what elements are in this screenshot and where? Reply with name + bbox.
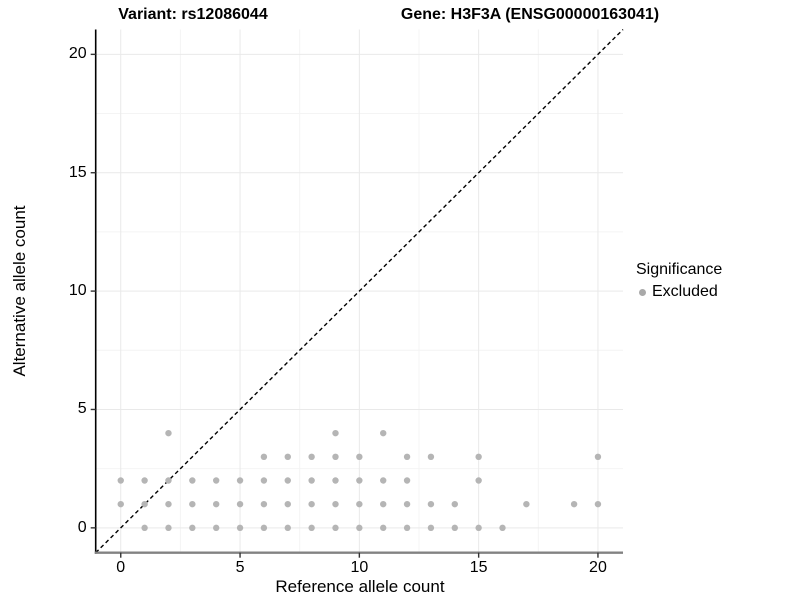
x-tick-label: 15 (469, 558, 488, 576)
plot-title-variant: Variant: rs12086044 (118, 6, 268, 23)
scatter-point (308, 500, 315, 508)
x-tick-label: 0 (116, 558, 126, 576)
y-tick-label: 0 (77, 518, 87, 536)
scatter-point (260, 500, 268, 508)
excluded-dot-icon (639, 288, 646, 296)
scatter-point (117, 477, 124, 484)
scatter-point (356, 500, 363, 508)
scatter-point (165, 477, 172, 484)
x-axis-title: Reference allele count (275, 577, 445, 596)
scatter-point (451, 500, 458, 508)
scatter-point (212, 477, 220, 484)
scatter-point (212, 500, 220, 508)
y-tick-label: 5 (77, 400, 87, 418)
scatter-point (308, 477, 315, 484)
scatter-point (308, 524, 315, 532)
scatter-point (499, 524, 506, 532)
scatter-point (260, 524, 268, 532)
scatter-point (117, 500, 124, 508)
scatter-point (380, 524, 387, 532)
legend: Significance Excluded (636, 261, 722, 301)
legend-item-excluded: Excluded (636, 283, 722, 301)
scatter-point (260, 453, 268, 461)
scatter-point (523, 500, 530, 508)
scatter-point (403, 500, 411, 508)
scatter-point (475, 453, 482, 461)
scatter-point (403, 524, 411, 532)
scatter-point (236, 477, 244, 484)
scatter-point (380, 429, 387, 437)
scatter-point (594, 453, 602, 461)
scatter-point (427, 453, 435, 461)
scatter-point (427, 524, 435, 532)
scatter-point (332, 453, 339, 461)
scatter-point (475, 477, 482, 484)
scatter-point (189, 477, 196, 484)
legend-title: Significance (636, 261, 723, 278)
scatter-point (212, 524, 220, 532)
scatter-point (236, 524, 244, 532)
scatter-point (475, 524, 482, 532)
scatter-point (427, 500, 435, 508)
y-tick-label: 20 (68, 45, 87, 63)
scatter-point (308, 453, 315, 461)
scatter-point (332, 429, 339, 437)
scatter-point (284, 524, 291, 532)
y-tick-label: 15 (68, 163, 87, 181)
plot-title-gene: Gene: H3F3A (ENSG00000163041) (400, 6, 660, 23)
scatter-point (141, 524, 148, 532)
x-tick-label: 10 (350, 558, 369, 576)
scatter-point (451, 524, 458, 532)
scatter-point (189, 524, 196, 532)
y-tick-label: 10 (68, 282, 87, 300)
scatter-point (141, 477, 148, 484)
scatter-point (356, 477, 363, 484)
scatter-point (356, 453, 363, 461)
scatter-point (284, 477, 291, 484)
scatter-point (284, 500, 291, 508)
scatter-point (332, 500, 339, 508)
scatter-point (260, 477, 268, 484)
scatter-point (165, 500, 172, 508)
scatter-point (165, 429, 172, 437)
scatter-point (570, 500, 578, 508)
identity-line (95, 29, 624, 554)
scatter-point (332, 477, 339, 484)
scatter-point (165, 524, 172, 532)
scatter-point (356, 524, 363, 532)
scatter-point (380, 500, 387, 508)
x-tick-label: 20 (589, 558, 607, 576)
scatter-point (141, 500, 148, 508)
scatter-point (380, 477, 387, 484)
y-axis-title: Alternative allele count (10, 205, 29, 377)
scatter-point (189, 500, 196, 508)
scatter-point (403, 453, 411, 461)
scatter-point (236, 500, 244, 508)
scatter-point (332, 524, 339, 532)
legend-item-label: Excluded (652, 283, 718, 300)
scatter-point (284, 453, 291, 461)
scatter-point (403, 477, 411, 484)
scatter-point (594, 500, 602, 508)
x-tick-label: 5 (235, 558, 245, 576)
